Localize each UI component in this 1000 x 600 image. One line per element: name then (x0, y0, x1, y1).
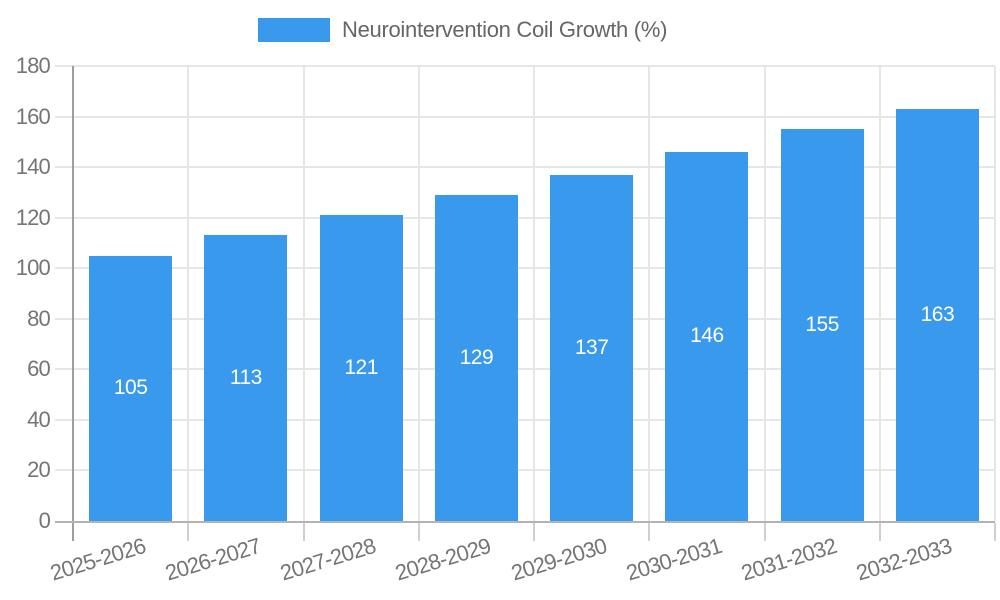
y-gridline (55, 418, 995, 421)
y-gridline (55, 166, 995, 169)
legend-swatch-icon (258, 18, 330, 42)
x-gridline (878, 66, 881, 521)
y-gridline (55, 317, 995, 320)
x-axis-tick (878, 523, 881, 541)
bar[interactable] (89, 255, 173, 521)
x-gridline (533, 66, 535, 521)
x-axis-tick (417, 523, 420, 541)
y-axis-tick-label: 20 (27, 457, 51, 483)
x-axis-category-label: 2032-2033 (853, 533, 955, 586)
x-axis-category-label: 2028-2029 (392, 533, 494, 586)
legend-label: Neurointervention Coil Growth (%) (342, 17, 668, 42)
x-axis-category-label: 2029-2030 (507, 533, 609, 586)
x-axis-tick (648, 523, 651, 541)
x-axis-category-label: 2026-2027 (162, 533, 264, 586)
bar-value-label: 163 (920, 302, 955, 326)
bar[interactable] (780, 129, 864, 521)
x-axis-tick (533, 523, 535, 541)
x-axis-tick (302, 523, 305, 541)
bar-value-label: 129 (459, 345, 494, 369)
y-axis-tick-label: 160 (15, 103, 51, 129)
x-gridline (994, 66, 996, 521)
bar[interactable] (434, 194, 518, 521)
x-gridline (417, 66, 420, 521)
y-axis-tick-label: 120 (15, 204, 51, 230)
y-axis-tick-label: 100 (15, 255, 51, 281)
y-gridline (55, 267, 995, 270)
x-axis-category-label: 2025-2026 (46, 533, 148, 586)
bar[interactable] (665, 151, 749, 521)
y-axis-line (72, 66, 74, 541)
y-axis-tick-label: 60 (27, 356, 51, 382)
y-axis-tick-label: 0 (38, 508, 51, 533)
y-gridline (55, 368, 995, 371)
y-gridline (55, 216, 995, 219)
x-gridline (648, 66, 651, 521)
y-axis-tick-label: 80 (27, 305, 51, 331)
y-gridline (55, 469, 995, 472)
x-axis-category-label: 2030-2031 (623, 533, 725, 586)
y-axis-tick-label: 40 (27, 406, 51, 432)
bar[interactable] (895, 108, 979, 521)
bar[interactable] (204, 235, 288, 521)
x-gridline (187, 66, 190, 521)
bar-value-label: 137 (574, 335, 609, 359)
bar-value-label: 121 (344, 356, 378, 380)
y-axis-tick-label: 180 (15, 53, 51, 78)
x-axis-tick (187, 523, 190, 541)
x-axis-category-label: 2031-2032 (738, 533, 840, 586)
chart-legend[interactable]: Neurointervention Coil Growth (%) (258, 17, 667, 43)
x-axis-tick (994, 523, 996, 541)
y-axis-tick-label: 140 (15, 154, 51, 180)
x-gridline (302, 66, 305, 521)
bar-value-label: 146 (690, 324, 724, 348)
bar[interactable] (550, 174, 634, 521)
y-gridline (55, 115, 995, 118)
x-axis-tick (763, 523, 766, 541)
x-axis-line (55, 521, 995, 523)
y-gridline (55, 65, 995, 67)
bar-value-label: 113 (229, 366, 262, 390)
x-axis-category-label: 2027-2028 (277, 533, 379, 586)
bar-value-label: 155 (805, 313, 839, 337)
x-gridline (763, 66, 766, 521)
bar[interactable] (319, 215, 403, 521)
bar-value-label: 105 (113, 376, 148, 400)
